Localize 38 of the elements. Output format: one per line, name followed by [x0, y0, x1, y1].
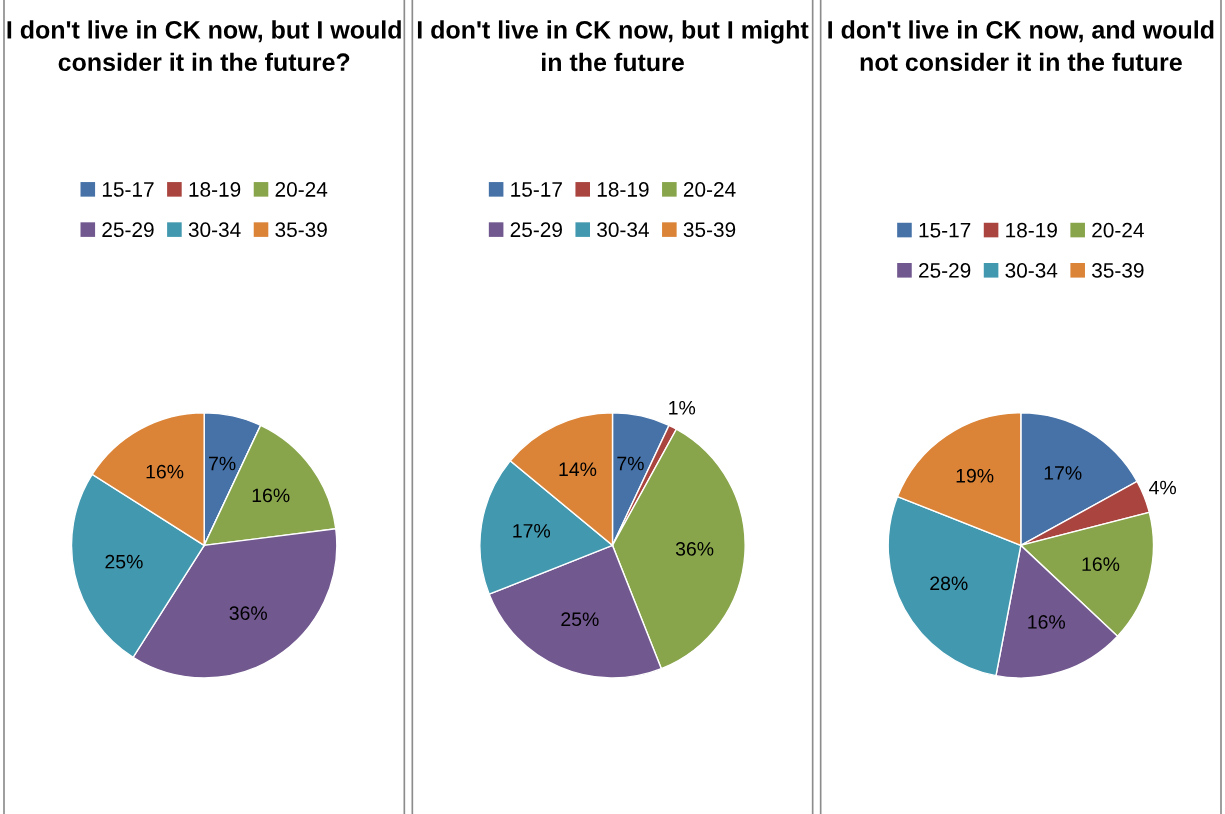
data-label: 16%: [1082, 557, 1120, 572]
data-label: 16%: [252, 488, 290, 503]
chart-title: I don't live in CK now, and would not consider it in the future: [828, 20, 1214, 72]
legend-label: 35-39: [275, 222, 327, 238]
legend-label: 20-24: [275, 182, 328, 197]
chart-title: I don't live in CK now, but I would consider it in the future?: [7, 20, 401, 72]
data-label: 36%: [229, 606, 267, 621]
legend-label: 18-19: [597, 182, 649, 197]
legend-label: 15-17: [102, 182, 154, 197]
data-label: 14%: [559, 462, 597, 477]
data-label: 4%: [1149, 480, 1177, 495]
data-label: 1%: [669, 401, 696, 415]
legend-label: 20-24: [683, 182, 736, 197]
legend-label: 25-29: [919, 263, 971, 278]
legend-label: 30-34: [597, 222, 649, 238]
data-label: 25%: [105, 554, 143, 569]
legend-label: 15-17: [511, 182, 562, 197]
data-label: 7%: [209, 456, 236, 471]
data-label: 19%: [956, 468, 994, 483]
legend-label: 30-34: [1005, 263, 1058, 278]
data-label: 36%: [675, 541, 714, 556]
data-label: 25%: [561, 612, 599, 627]
data-label: 16%: [1028, 615, 1066, 629]
data-label: 17%: [1044, 466, 1082, 480]
legend-label: 25-29: [510, 222, 562, 238]
data-label: 16%: [146, 464, 184, 479]
legend-label: 18-19: [189, 182, 241, 197]
legend-label: 20-24: [1092, 222, 1144, 238]
legend-label: 15-17: [919, 223, 971, 238]
legend-label: 35-39: [1092, 263, 1144, 278]
legend-label: 18-19: [1006, 222, 1057, 238]
data-label: 17%: [513, 524, 551, 538]
legend-label: 30-34: [188, 222, 241, 238]
legend-label: 25-29: [102, 222, 154, 238]
chart-title: I don't live in CK now, but I might in the future: [417, 20, 809, 72]
data-label: 28%: [930, 576, 968, 591]
legend-label: 35-39: [683, 222, 736, 238]
data-label: 7%: [617, 456, 644, 471]
